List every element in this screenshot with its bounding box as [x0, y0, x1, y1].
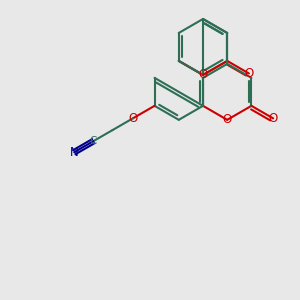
Text: O: O [128, 112, 137, 125]
Text: C: C [90, 136, 97, 146]
Text: O: O [198, 68, 208, 81]
Text: O: O [268, 112, 278, 125]
Text: N: N [70, 146, 79, 159]
Text: O: O [223, 113, 232, 126]
Text: O: O [244, 67, 254, 80]
